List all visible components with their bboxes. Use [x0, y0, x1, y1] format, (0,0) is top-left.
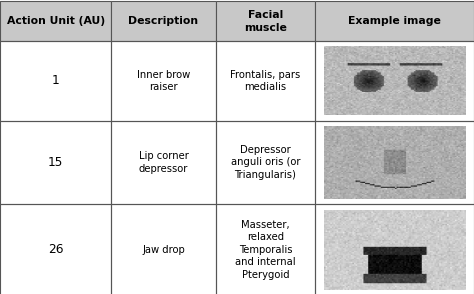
Text: Inner brow
raiser: Inner brow raiser: [137, 70, 190, 92]
Text: Depressor
anguli oris (or
Triangularis): Depressor anguli oris (or Triangularis): [231, 145, 300, 180]
Bar: [315, 1, 474, 41]
Text: Action Unit (AU): Action Unit (AU): [7, 16, 105, 26]
Text: Facial
muscle: Facial muscle: [244, 10, 287, 33]
Bar: [111, 204, 216, 294]
Text: Masseter,
relaxed
Temporalis
and internal
Pterygoid: Masseter, relaxed Temporalis and interna…: [235, 220, 296, 280]
Text: Frontalis, pars
medialis: Frontalis, pars medialis: [230, 70, 301, 92]
Bar: [0, 121, 111, 204]
Bar: [315, 204, 474, 294]
Bar: [0, 1, 111, 41]
Bar: [315, 41, 474, 121]
Bar: [315, 121, 474, 204]
Text: 1: 1: [52, 74, 60, 87]
Bar: [216, 204, 315, 294]
Text: Jaw drop: Jaw drop: [142, 245, 185, 255]
Bar: [216, 1, 315, 41]
Text: Example image: Example image: [348, 16, 441, 26]
Bar: [216, 1, 315, 41]
Text: 26: 26: [48, 243, 64, 256]
Text: Description: Description: [128, 16, 199, 26]
Text: Lip corner
depressor: Lip corner depressor: [138, 151, 189, 174]
Bar: [0, 1, 111, 41]
Bar: [111, 121, 216, 204]
Bar: [111, 1, 216, 41]
Bar: [315, 1, 474, 41]
Bar: [216, 121, 315, 204]
Bar: [216, 41, 315, 121]
Bar: [0, 204, 111, 294]
Bar: [0, 41, 111, 121]
Text: 15: 15: [48, 156, 64, 169]
Bar: [111, 1, 216, 41]
Bar: [111, 41, 216, 121]
